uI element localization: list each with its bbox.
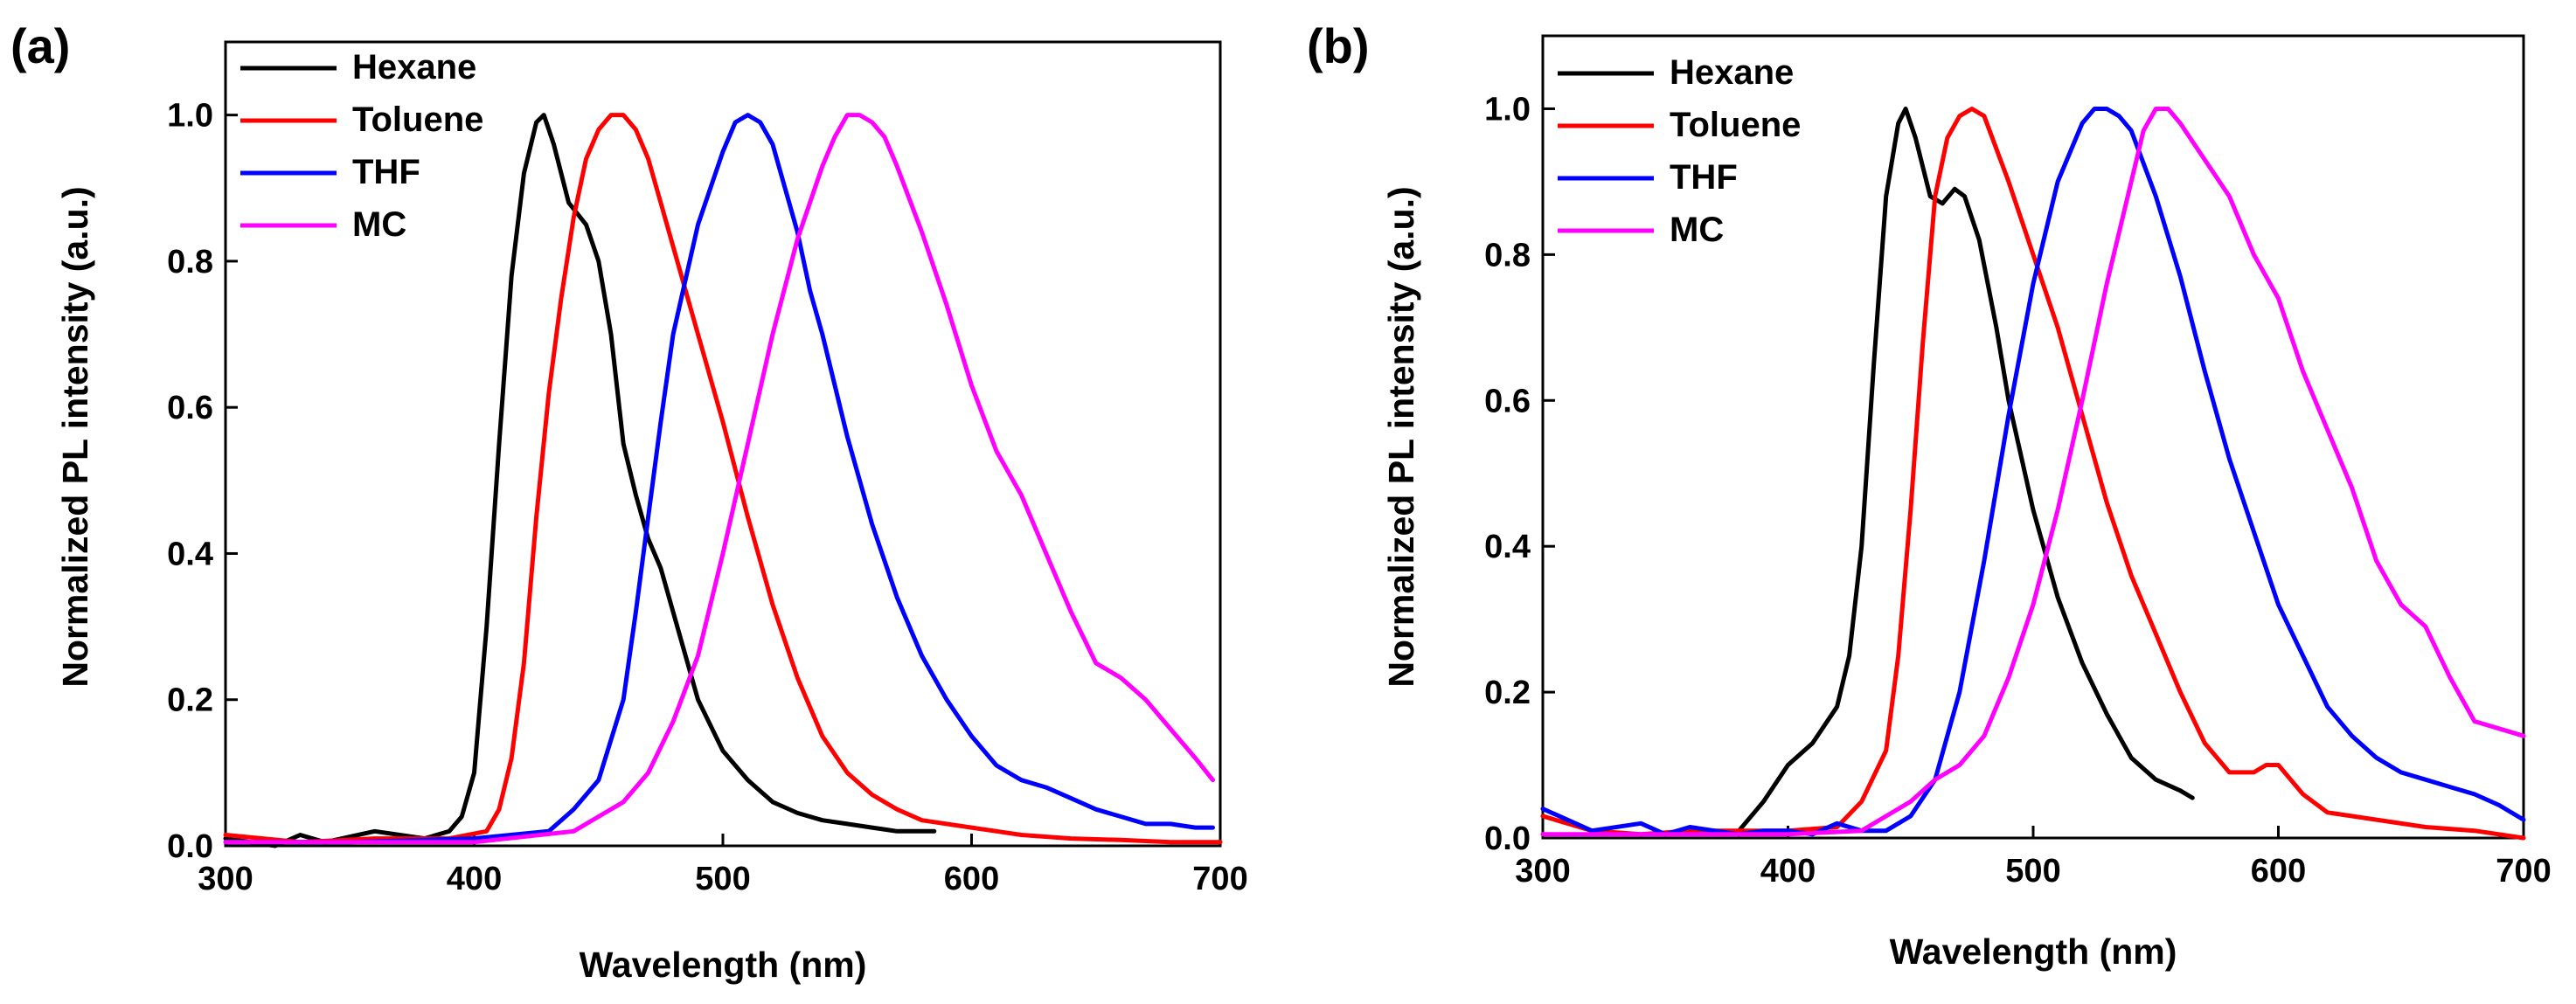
y-tick-label: 0.0 — [1484, 821, 1531, 857]
legend-label-thf: THF — [352, 153, 420, 191]
legend-label-toluene: Toluene — [1670, 106, 1801, 144]
panel-a-ticks: 300 400 500 600 700 0.0 0.2 0.4 0.6 0.8 1.0 — [167, 98, 1248, 897]
panel-b-label: (b) — [1307, 18, 1370, 73]
series-line-thf — [1540, 107, 2526, 837]
x-tick-label: 500 — [2005, 853, 2060, 890]
panel-b-ticks: 300 400 500 600 700 0.0 0.2 0.4 0.6 0.8 1.0 — [1484, 91, 2552, 890]
panel-b: (b) 300 400 500 600 700 0.0 0.2 0.4 0.6 0.8 1.0 He… — [1307, 18, 2552, 972]
panel-a-series — [223, 113, 1223, 848]
panel-a-legend: Hexane Toluene THF MC — [240, 48, 483, 244]
x-tick-label: 400 — [447, 861, 502, 897]
series-line-hexane — [223, 113, 937, 848]
series-line-mc — [1540, 107, 2526, 837]
x-tick-label: 600 — [2251, 853, 2306, 890]
x-tick-label: 300 — [198, 861, 253, 897]
legend-label-mc: MC — [1670, 211, 1724, 249]
panel-a: (a) 300 400 500 600 700 0.0 0.2 0.4 0.6 0.8 1.0 He… — [10, 18, 1248, 985]
x-tick-label: 600 — [944, 861, 999, 897]
panel-b-plot-frame — [1541, 34, 2525, 840]
x-tick-label: 700 — [2496, 853, 2551, 890]
legend-label-thf: THF — [1670, 158, 1738, 197]
legend-label-hexane: Hexane — [352, 48, 476, 87]
x-tick-label: 700 — [1192, 861, 1247, 897]
series-line-thf — [223, 113, 1215, 845]
x-tick-label: 500 — [695, 861, 750, 897]
y-tick-label: 0.2 — [1484, 675, 1531, 711]
y-tick-label: 0.4 — [167, 536, 213, 572]
y-tick-label: 0.2 — [167, 682, 213, 719]
series-line-toluene — [223, 113, 1223, 845]
panel-a-label: (a) — [10, 18, 70, 73]
x-tick-label: 400 — [1760, 853, 1816, 890]
y-tick-label: 1.0 — [1484, 91, 1531, 128]
panel-a-y-axis-title: Normalized PL intensity (a.u.) — [55, 186, 95, 687]
y-tick-label: 0.8 — [1484, 237, 1531, 274]
y-tick-label: 0.6 — [167, 390, 213, 426]
series-line-mc — [223, 113, 1215, 845]
legend-label-mc: MC — [352, 205, 406, 244]
legend-label-toluene: Toluene — [352, 100, 483, 139]
legend-label-hexane: Hexane — [1670, 53, 1794, 92]
y-tick-label: 1.0 — [167, 98, 213, 135]
y-tick-label: 0.8 — [167, 244, 213, 280]
x-tick-label: 300 — [1515, 853, 1570, 890]
panel-b-y-axis-title: Normalized PL intensity (a.u.) — [1381, 186, 1421, 687]
series-line-hexane — [1736, 107, 2195, 834]
panel-b-series — [1540, 107, 2526, 841]
y-tick-label: 0.6 — [1484, 383, 1531, 419]
panel-b-x-axis-title: Wavelength (nm) — [1890, 931, 2177, 972]
y-tick-label: 0.0 — [167, 828, 213, 865]
panel-b-legend: Hexane Toluene THF MC — [1558, 53, 1801, 249]
panel-a-x-axis-title: Wavelength (nm) — [580, 945, 867, 985]
y-tick-label: 0.4 — [1484, 529, 1531, 565]
